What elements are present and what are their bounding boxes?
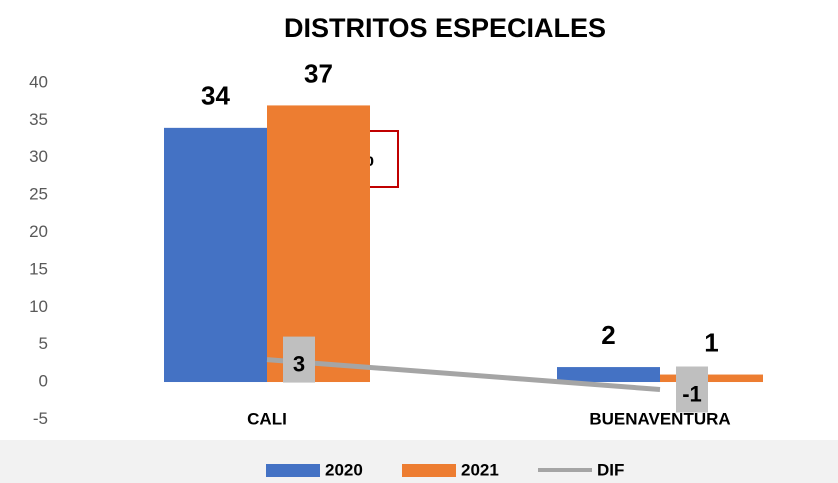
data-label: 37 — [304, 58, 333, 88]
data-label: 3 — [293, 351, 305, 376]
y-tick-label: 5 — [39, 334, 48, 353]
chart-title: DISTRITOS ESPECIALES — [284, 13, 606, 43]
legend-label: 2021 — [461, 460, 499, 479]
x-tick-label: CALI — [247, 409, 287, 428]
y-tick-label: 25 — [29, 185, 48, 204]
y-tick-label: 40 — [29, 72, 48, 91]
data-label: -1 — [682, 381, 702, 406]
y-tick-label: 15 — [29, 259, 48, 278]
data-label-box — [283, 336, 315, 383]
bar — [557, 367, 660, 383]
legend-label: DIF — [597, 460, 624, 479]
y-tick-label: 30 — [29, 147, 48, 166]
legend-label: 2020 — [325, 460, 363, 479]
y-tick-label: 35 — [29, 110, 48, 129]
bar — [267, 105, 370, 383]
y-tick-label: 0 — [39, 372, 48, 391]
legend-swatch — [266, 464, 320, 477]
y-tick-label: 10 — [29, 297, 48, 316]
data-label-box — [676, 366, 708, 413]
legend-swatch — [402, 464, 456, 477]
data-label: 2 — [601, 320, 615, 350]
data-label: 1 — [704, 327, 718, 357]
bar — [660, 374, 763, 383]
y-tick-label: -5 — [33, 409, 48, 428]
y-tick-label: 20 — [29, 222, 48, 241]
bar — [164, 127, 267, 383]
line — [266, 357, 661, 392]
x-tick-label: BUENAVENTURA — [589, 409, 730, 428]
data-label: 34 — [201, 81, 230, 111]
